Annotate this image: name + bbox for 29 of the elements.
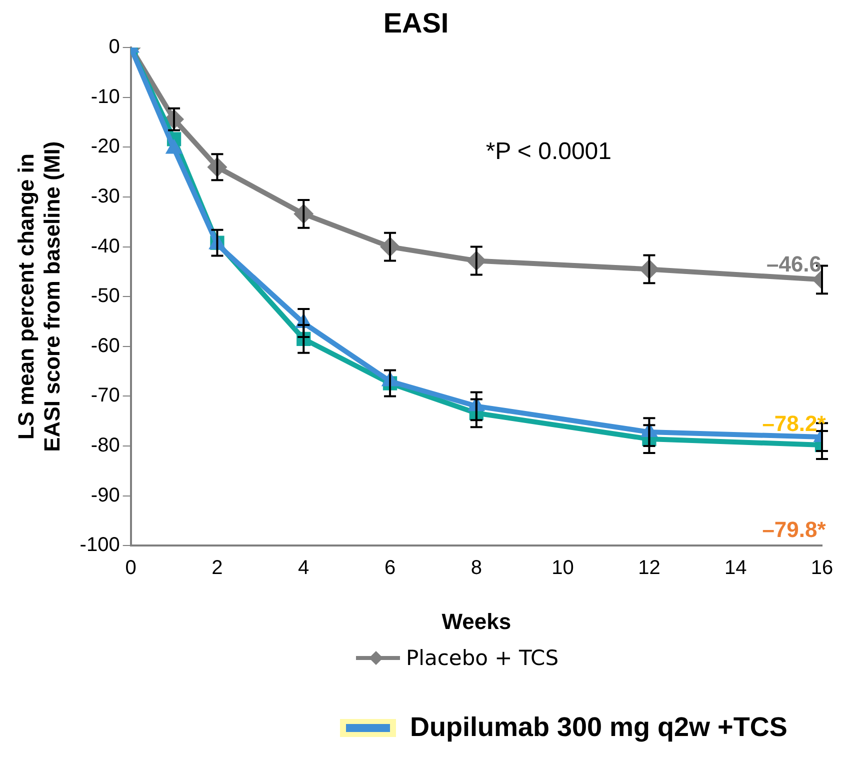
legend-label: Placebo + TCS (406, 646, 559, 670)
x-axis-title: Weeks (442, 608, 512, 634)
annotation: *P < 0.0001 (486, 138, 612, 166)
y-tick-label: -50 (90, 285, 120, 308)
y-tick-label: -80 (90, 434, 120, 457)
y-tick-label: -100 (80, 534, 120, 556)
x-tick-label: 0 (125, 557, 136, 580)
y-tick-label: -40 (90, 235, 120, 258)
y-axis-title: LS mean percent change in EASI score from baseline (MI) (13, 141, 65, 452)
x-tick-label: 4 (298, 557, 310, 580)
x-tick-label: 10 (552, 557, 574, 580)
x-tick-label: 8 (470, 557, 482, 580)
x-tick-label: 2 (212, 557, 223, 580)
y-tick-label: 0 (108, 36, 120, 58)
y-tick-label: -70 (90, 384, 120, 407)
chart-title: EASI (383, 8, 449, 39)
data-label: –79.8* (762, 517, 826, 542)
y-tick-label: -20 (90, 136, 120, 158)
y-tick-label: -90 (90, 484, 120, 506)
y-tick-label: -10 (90, 86, 120, 108)
data-label: –78.2* (762, 411, 826, 436)
x-tick-label: 16 (810, 557, 834, 580)
x-tick-label: 12 (638, 557, 660, 580)
data-label: –46.6 (766, 252, 822, 277)
y-tick-label: -60 (90, 334, 120, 357)
x-tick-label: 14 (724, 557, 747, 580)
x-tick-label: 6 (384, 557, 396, 580)
legend-label: Dupilumab 300 mg q2w +TCS (410, 712, 788, 743)
y-tick-label: -30 (90, 186, 120, 208)
